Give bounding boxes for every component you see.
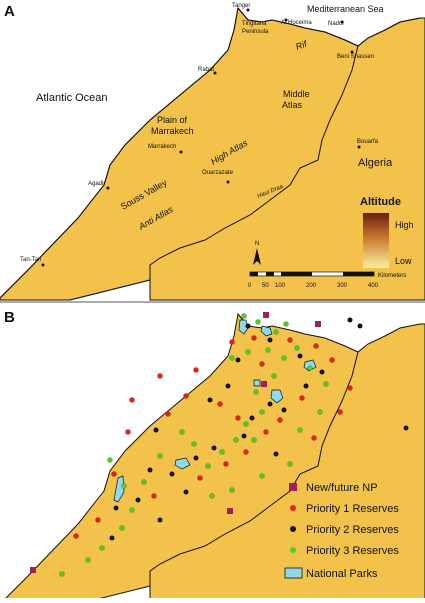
legend-priority1-icon [290,505,296,511]
altitude-legend-low: Low [395,256,412,266]
altitude-legend: Altitude High Low [360,196,414,268]
atlantic-ocean-label: Atlantic Ocean [36,92,108,104]
legend-priority2-label: Priority 2 Reserves [306,524,399,536]
city-ouarzazate: Ouarzazate [202,170,234,176]
new-np-markers [30,312,321,573]
scale-tick-100: 100 [275,283,286,289]
altitude-legend-title: Altitude [360,196,401,208]
panel-a-cities: Tanger Al Hoceima Nador Beni Snassen Rab… [20,3,379,267]
city-tan-tan: Tan-Tan [20,257,41,263]
scale-tick-50: 50 [262,283,269,289]
region-tingitana-line2: Peninsula [242,29,269,35]
legend-priority3-label: Priority 3 Reserves [306,545,399,557]
city-bouarfa: Bouarfa [357,139,379,145]
reserves-legend: New/future NP Priority 1 Reserves Priori… [284,482,399,580]
panel-a-algeria-border [149,45,359,300]
altitude-color-ramp [363,213,389,268]
national-parks-layer [113,319,317,503]
city-marrakech: Marrakech [148,144,176,150]
city-rabat: Rabat [198,67,214,73]
region-plain-line1: Plain of [157,115,188,125]
region-tingitana-line1: Tingitana [242,21,267,27]
region-middle-atlas-line2: Atlas [282,100,303,110]
scale-bar-unit: Kilometers [378,273,406,279]
legend-priority2-icon [290,526,296,532]
city-beni-snassen: Beni Snassen [337,54,374,60]
scale-bar: Kilometers 0 50 100 200 300 400 [248,271,406,289]
legend-priority1-label: Priority 1 Reserves [306,503,399,515]
panel-a-letter: A [4,3,15,20]
legend-new-np-icon [289,483,297,491]
panel-b: B [0,304,425,603]
altitude-legend-high: High [395,220,414,230]
city-nador: Nador [328,21,344,27]
panel-a: A Mediterranean Sea Atlantic Ocean Alger… [0,0,425,301]
north-arrow: N [253,241,261,265]
mediterranean-sea-label: Mediterranean Sea [307,4,384,14]
legend-national-parks-icon [284,567,303,579]
scale-tick-300: 300 [337,283,348,289]
priority-1-markers [73,335,353,539]
scale-tick-200: 200 [306,283,317,289]
city-agadir: Agadir [88,181,105,187]
legend-new-np-label: New/future NP [306,482,378,494]
legend-national-parks-label: National Parks [306,568,378,580]
scale-tick-0: 0 [248,283,252,289]
algeria-label: Algeria [358,157,393,169]
scale-tick-400: 400 [368,283,379,289]
panel-b-borders [0,313,425,603]
priority-3-markers [59,313,329,577]
region-plain-line2: Marrakech [151,126,194,136]
legend-priority3-icon [290,547,296,553]
priority-2-markers [109,317,409,541]
city-tanger: Tanger [232,3,250,9]
panel-b-letter: B [4,309,15,326]
region-middle-atlas-line1: Middle [283,89,310,99]
north-arrow-icon [253,248,261,265]
north-arrow-label: N [255,241,259,247]
city-al-hoceima: Al Hoceima [281,20,312,26]
region-rif: Rif [294,38,309,52]
